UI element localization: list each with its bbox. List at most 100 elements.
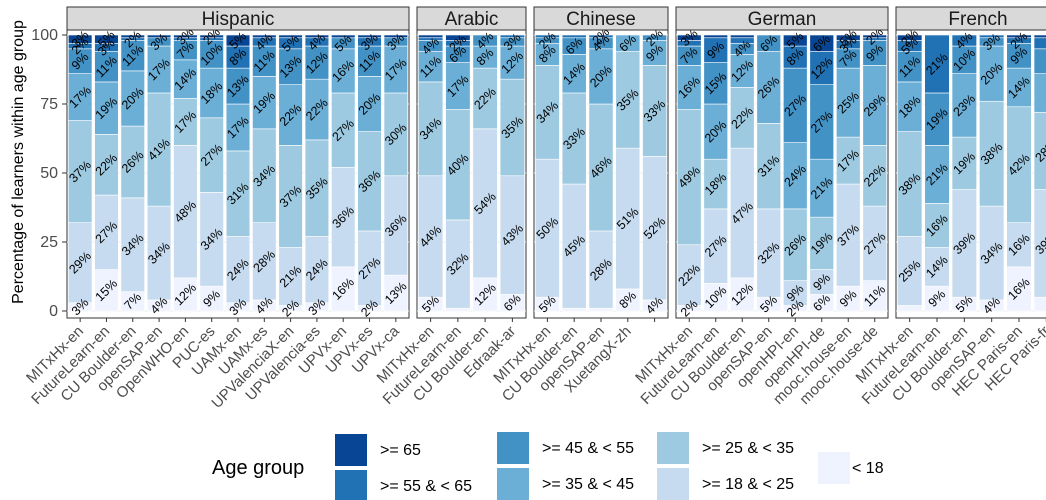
legend-swatch [335, 434, 367, 466]
bar-segment [951, 189, 977, 298]
bar-segment [979, 205, 1005, 301]
facet-strip [66, 6, 410, 31]
bar-segment [1006, 67, 1032, 108]
facet-label: Arabic [445, 9, 499, 30]
bar-segment [588, 48, 614, 105]
bar-segment [499, 175, 525, 295]
bar-segment [445, 62, 471, 110]
bar-segment [588, 230, 614, 309]
bar-segment [897, 34, 923, 41]
bar-segment [924, 285, 950, 312]
facet-strips-layer: Hispanic Arabic Chinese German French [66, 6, 1046, 31]
bar-segment [836, 34, 861, 41]
bar-segment [418, 51, 444, 83]
bar-segment [535, 158, 560, 298]
bar-segment [472, 277, 498, 312]
bar-segment [68, 34, 93, 44]
bar-segment [472, 67, 498, 130]
bar-segment [418, 81, 444, 177]
bar-segment [897, 305, 923, 312]
bar-segment [146, 34, 172, 39]
bar-segment [924, 247, 950, 287]
bar-segment [924, 145, 950, 204]
bar-segment [1033, 296, 1046, 312]
facet-strip [416, 6, 527, 31]
bar-segment [173, 34, 198, 39]
facet-label: Hispanic [202, 9, 275, 30]
y-tick-label: 75 [40, 96, 58, 113]
bar-segment [1006, 106, 1032, 223]
facet-strip [533, 6, 669, 31]
y-axis-title: Percentage of learners within age group [10, 20, 27, 304]
bar-segment [1033, 37, 1046, 50]
facet-strip [675, 6, 889, 31]
bar-segment [445, 219, 471, 309]
bar-segment [418, 175, 444, 298]
bar-segment [1033, 73, 1046, 113]
bar-segment [615, 147, 641, 290]
bar-segment [703, 34, 728, 39]
bar-segment [642, 34, 667, 41]
bar-segment [561, 34, 587, 39]
bar-segment [1006, 42, 1032, 69]
bar-segment [1033, 34, 1046, 39]
legend: Age group >= 65 >= 55 & < 65 >= 45 & < 55 >… [212, 432, 884, 500]
bar-segment [445, 307, 471, 312]
bar-segment [445, 34, 471, 41]
bar-segment [1033, 111, 1046, 190]
bar-segment [951, 45, 977, 74]
facet-strip [895, 6, 1046, 31]
facet-label: Chinese [566, 9, 636, 30]
bars-layer [68, 34, 1046, 312]
bar-segment [383, 34, 408, 39]
legend-label: >= 35 & < 45 [542, 476, 634, 493]
legend-title: Age group [212, 457, 304, 479]
bar-segment [1033, 48, 1046, 74]
bar-segment [225, 34, 251, 47]
bar-segment [120, 34, 145, 39]
facet-label: German [748, 9, 817, 30]
y-axis: 0 25 50 75 100 [31, 27, 67, 320]
bar-segment [499, 34, 525, 39]
bar-segment [199, 34, 224, 39]
legend-swatch [497, 432, 529, 464]
legend-label: >= 55 & < 65 [380, 478, 472, 495]
y-tick-label: 100 [31, 27, 58, 44]
bar-segment [445, 109, 471, 221]
bar-segment [979, 100, 1005, 207]
legend-label: >= 65 [380, 442, 421, 459]
bar-segment [588, 307, 614, 312]
bar-segment [357, 34, 382, 39]
bar-segment [499, 45, 525, 80]
bar-segment [252, 34, 277, 39]
bar-segment [331, 34, 356, 39]
bar-segment [561, 54, 587, 94]
bar-segment [924, 34, 950, 94]
bar-segment [1006, 34, 1032, 39]
bar-segment [615, 51, 641, 149]
bar-segment [561, 307, 587, 312]
bar-segment [642, 65, 667, 157]
bar-segment [730, 34, 755, 39]
bar-segment [979, 45, 1005, 102]
legend-label: >= 18 & < 25 [702, 476, 794, 493]
bar-segment [951, 136, 977, 190]
y-tick-label: 0 [49, 303, 58, 320]
bar-segment [809, 34, 834, 52]
bar-segment [472, 128, 498, 279]
bar-segment [472, 34, 498, 47]
bar-segment [951, 34, 977, 47]
bar-segment [418, 34, 444, 39]
legend-swatch [497, 468, 529, 500]
bar-segment [1033, 189, 1046, 298]
legend-swatch [335, 470, 367, 500]
y-tick-label: 25 [40, 234, 58, 251]
bar-segment [588, 34, 614, 39]
bar-segment [642, 156, 667, 301]
bar-segment [561, 92, 587, 185]
bar-segment [979, 34, 1005, 39]
legend-swatch [657, 432, 689, 464]
